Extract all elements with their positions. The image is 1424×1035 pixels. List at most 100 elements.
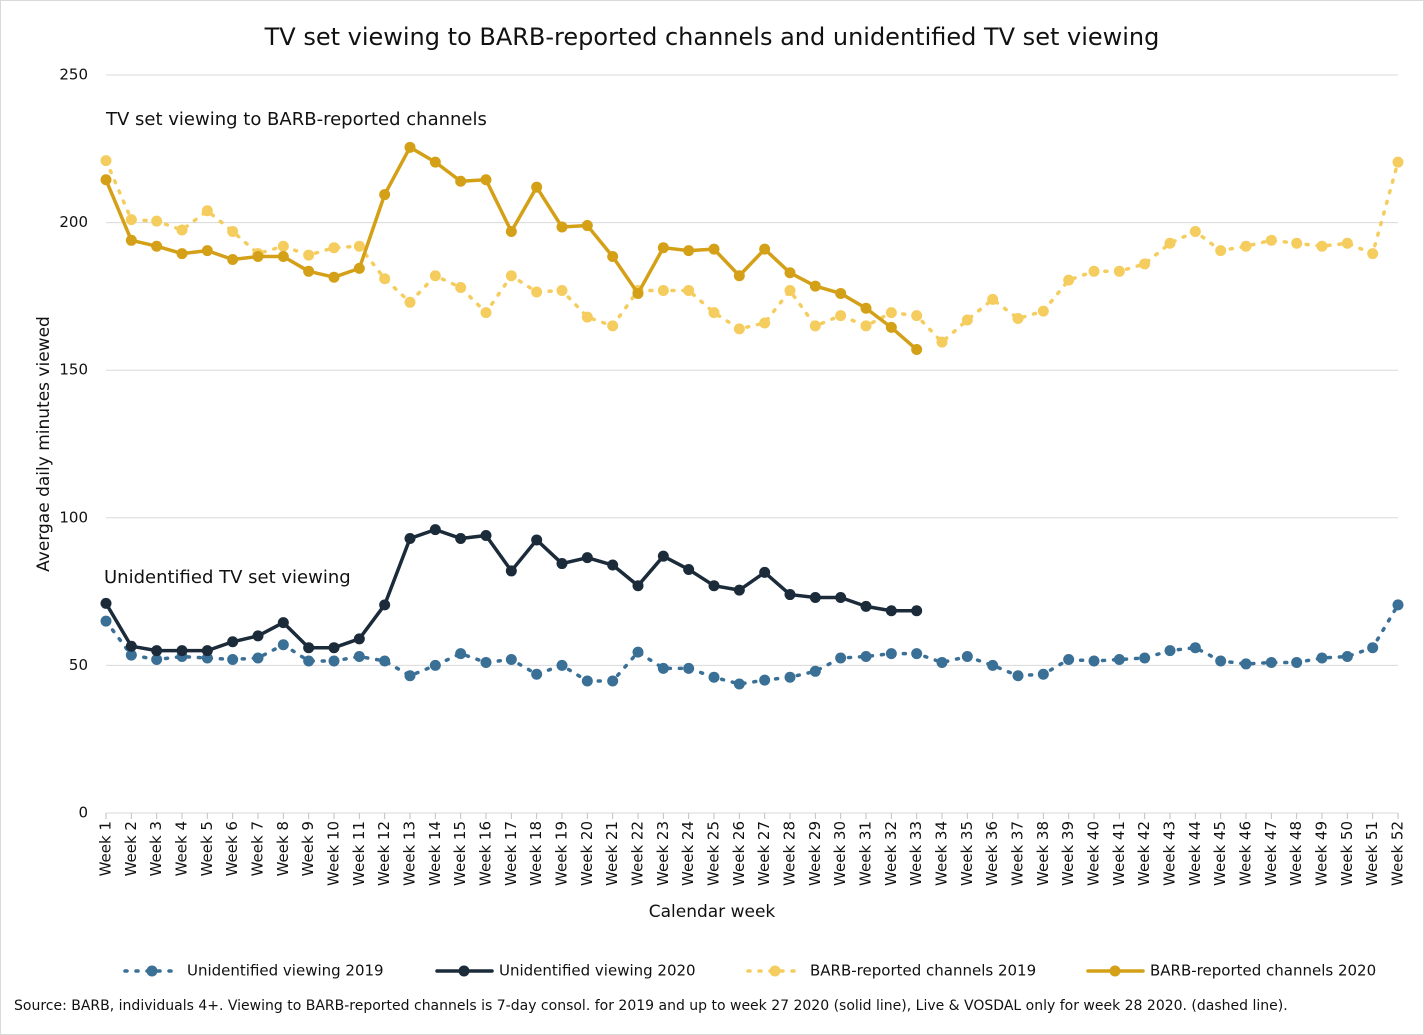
data-point bbox=[860, 302, 872, 314]
data-point bbox=[277, 240, 289, 252]
data-point bbox=[531, 181, 543, 193]
x-tick-label: Week 41 bbox=[1110, 821, 1128, 886]
x-tick-label: Week 45 bbox=[1211, 821, 1229, 886]
data-point bbox=[531, 668, 543, 680]
data-point bbox=[1392, 599, 1404, 611]
series-line bbox=[104, 603, 1400, 686]
data-point bbox=[404, 670, 416, 682]
data-point bbox=[657, 550, 669, 562]
data-point bbox=[100, 615, 112, 627]
data-point bbox=[835, 287, 847, 299]
x-tick-label: Week 4 bbox=[173, 821, 191, 876]
x-tick-label: Week 39 bbox=[1059, 821, 1077, 886]
data-point bbox=[125, 214, 137, 226]
x-tick-label: Week 49 bbox=[1313, 821, 1331, 886]
data-point bbox=[759, 243, 771, 255]
data-point bbox=[784, 284, 796, 296]
x-tick-label: Week 29 bbox=[806, 821, 824, 886]
legend-marker bbox=[146, 965, 158, 977]
x-tick-label: Week 40 bbox=[1085, 821, 1103, 886]
data-point bbox=[885, 307, 897, 319]
data-point bbox=[505, 565, 517, 577]
data-point bbox=[379, 655, 391, 667]
data-point bbox=[151, 240, 163, 252]
x-tick-label: Week 1 bbox=[97, 821, 115, 876]
data-point bbox=[759, 674, 771, 686]
x-tick-label: Week 35 bbox=[958, 821, 976, 886]
data-point bbox=[125, 234, 137, 246]
data-point bbox=[961, 651, 973, 663]
data-point bbox=[1088, 265, 1100, 277]
data-point bbox=[1265, 656, 1277, 668]
data-point bbox=[429, 524, 441, 536]
data-point bbox=[556, 558, 568, 570]
x-tick-label: Week 24 bbox=[679, 821, 697, 886]
data-point bbox=[708, 580, 720, 592]
x-tick-label: Week 5 bbox=[198, 821, 216, 876]
data-point bbox=[835, 310, 847, 322]
data-point bbox=[480, 174, 492, 186]
data-point bbox=[100, 174, 112, 186]
data-point bbox=[885, 605, 897, 617]
data-point bbox=[911, 605, 923, 617]
data-point bbox=[480, 530, 492, 542]
data-point bbox=[1392, 156, 1404, 168]
data-point bbox=[911, 648, 923, 660]
data-point bbox=[607, 675, 619, 687]
data-point bbox=[455, 282, 467, 294]
data-point bbox=[961, 314, 973, 326]
x-tick-label: Week 15 bbox=[451, 821, 469, 886]
x-tick-label: Week 26 bbox=[730, 821, 748, 886]
data-point bbox=[607, 251, 619, 263]
y-tick-label: 50 bbox=[69, 656, 88, 674]
legend-marker bbox=[769, 965, 781, 977]
y-tick-label: 150 bbox=[59, 361, 88, 379]
data-point bbox=[379, 599, 391, 611]
data-point bbox=[1189, 642, 1201, 654]
y-tick-label: 0 bbox=[78, 804, 88, 822]
data-point bbox=[885, 648, 897, 660]
data-point bbox=[809, 280, 821, 292]
data-point bbox=[505, 225, 517, 237]
data-point bbox=[201, 645, 213, 657]
data-point bbox=[936, 656, 948, 668]
data-point bbox=[303, 655, 315, 667]
data-point bbox=[227, 254, 239, 265]
x-tick-label: Week 12 bbox=[375, 821, 393, 886]
x-tick-label: Week 48 bbox=[1287, 821, 1305, 886]
data-point bbox=[277, 617, 289, 629]
x-tick-label: Week 6 bbox=[223, 821, 241, 876]
data-point bbox=[581, 220, 593, 232]
data-point bbox=[632, 287, 644, 299]
data-point bbox=[100, 155, 112, 167]
x-axis-label: Calendar week bbox=[649, 902, 776, 922]
data-point bbox=[328, 642, 340, 654]
data-point bbox=[303, 249, 315, 261]
data-point bbox=[1063, 274, 1075, 286]
data-point bbox=[252, 251, 264, 263]
data-point bbox=[480, 656, 492, 668]
legend-marker bbox=[1109, 965, 1121, 977]
data-point bbox=[1189, 225, 1201, 237]
data-point bbox=[1265, 234, 1277, 246]
data-point bbox=[1367, 642, 1379, 654]
x-tick-label: Week 17 bbox=[502, 821, 520, 886]
x-tick-label: Week 28 bbox=[781, 821, 799, 886]
x-tick-label: Week 3 bbox=[147, 821, 165, 876]
x-tick-label: Week 13 bbox=[401, 821, 419, 886]
data-point bbox=[353, 262, 365, 274]
data-point bbox=[353, 633, 365, 645]
source-note: Source: BARB, individuals 4+. Viewing to… bbox=[14, 998, 1288, 1014]
data-point bbox=[556, 659, 568, 671]
legend-label: Unidentified viewing 2019 bbox=[187, 962, 384, 980]
data-point bbox=[505, 653, 517, 665]
data-point bbox=[607, 559, 619, 571]
x-tick-label: Week 27 bbox=[755, 821, 773, 886]
data-point bbox=[759, 317, 771, 329]
x-tick-label: Week 22 bbox=[629, 821, 647, 886]
x-tick-label: Week 30 bbox=[831, 821, 849, 886]
data-point bbox=[1139, 258, 1151, 270]
x-tick-label: Week 32 bbox=[882, 821, 900, 886]
data-point bbox=[227, 225, 239, 237]
